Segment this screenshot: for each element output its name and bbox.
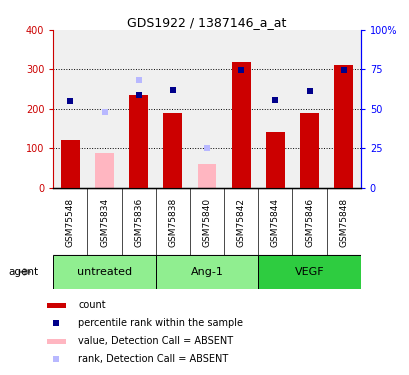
Text: VEGF: VEGF <box>294 267 324 277</box>
Text: count: count <box>78 300 106 310</box>
Bar <box>333 64 352 188</box>
Text: GSM75844: GSM75844 <box>270 198 279 247</box>
Bar <box>231 62 250 188</box>
Text: GSM75848: GSM75848 <box>338 198 347 247</box>
Text: GSM75548: GSM75548 <box>66 198 75 247</box>
Bar <box>47 339 66 344</box>
Text: GSM75836: GSM75836 <box>134 198 143 247</box>
Bar <box>53 255 155 289</box>
Text: GSM75842: GSM75842 <box>236 198 245 247</box>
Text: value, Detection Call = ABSENT: value, Detection Call = ABSENT <box>78 336 233 346</box>
Text: GSM75834: GSM75834 <box>100 198 109 247</box>
Bar <box>47 303 66 308</box>
Text: Ang-1: Ang-1 <box>190 267 223 277</box>
Bar <box>265 132 284 188</box>
Text: agent: agent <box>8 267 38 277</box>
Bar <box>197 164 216 188</box>
Bar <box>61 140 80 188</box>
Bar <box>95 153 114 188</box>
Text: rank, Detection Call = ABSENT: rank, Detection Call = ABSENT <box>78 354 228 364</box>
Bar <box>163 112 182 188</box>
Text: percentile rank within the sample: percentile rank within the sample <box>78 318 243 328</box>
Text: GSM75838: GSM75838 <box>168 198 177 247</box>
Bar <box>155 255 258 289</box>
Text: GSM75846: GSM75846 <box>304 198 313 247</box>
Bar <box>258 255 360 289</box>
Bar <box>129 95 148 188</box>
Text: untreated: untreated <box>77 267 132 277</box>
Text: GSM75840: GSM75840 <box>202 198 211 247</box>
Bar <box>299 112 318 188</box>
Title: GDS1922 / 1387146_a_at: GDS1922 / 1387146_a_at <box>127 16 286 29</box>
